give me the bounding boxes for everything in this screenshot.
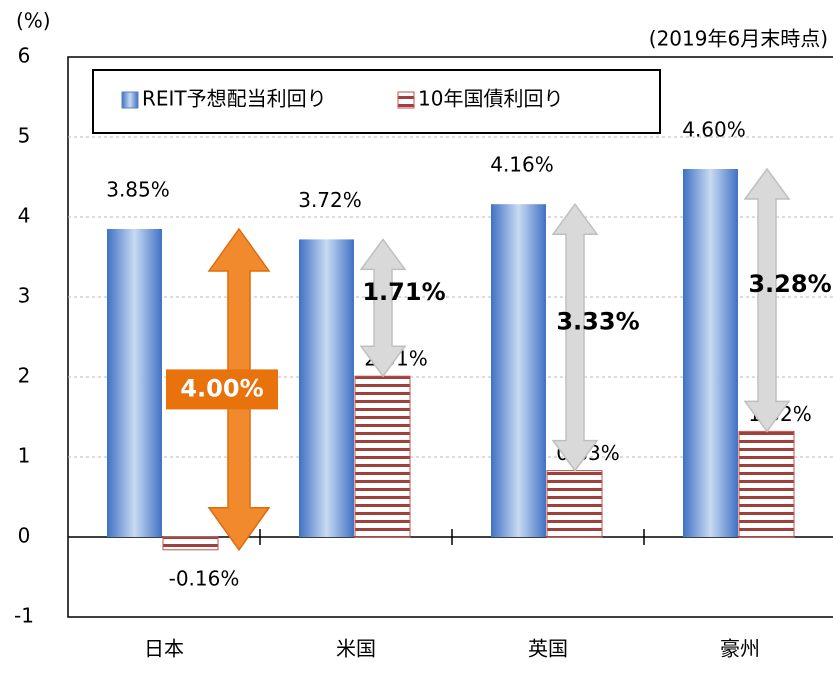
spread-label: 3.28% <box>748 270 831 298</box>
spread-label-box <box>166 369 278 410</box>
y-tick-label: 1 <box>18 444 31 468</box>
data-label: -0.16% <box>169 566 240 590</box>
y-tick-label: 2 <box>18 364 31 388</box>
bar <box>546 470 603 538</box>
bar <box>738 430 795 538</box>
x-tick-label: 日本 <box>144 637 184 661</box>
data-label: 4.60% <box>682 118 746 142</box>
x-tick-label: 米国 <box>336 637 376 661</box>
x-tick-label: 豪州 <box>720 637 760 661</box>
y-tick-label: -1 <box>14 604 34 628</box>
spread-label: 4.00% <box>180 374 263 402</box>
legend-label: REIT予想配当利回り <box>142 87 327 111</box>
spread-label: 3.33% <box>556 307 639 335</box>
y-tick-label: 5 <box>18 124 31 148</box>
bar <box>107 229 162 537</box>
y-tick-label: 4 <box>18 204 31 228</box>
bar <box>299 239 354 537</box>
bar <box>162 536 219 551</box>
data-label: 3.85% <box>106 178 170 202</box>
spread-arrow <box>743 167 791 433</box>
spread-label: 1.71% <box>362 278 445 306</box>
data-label: 4.16% <box>490 153 554 177</box>
legend-swatch <box>397 91 415 109</box>
legend-swatch <box>121 91 139 109</box>
legend-box <box>92 69 661 134</box>
plot-frame <box>67 56 833 618</box>
note: (2019年6月末時点) <box>649 27 828 51</box>
x-tick-label: 英国 <box>528 637 568 661</box>
y-tick-label: 6 <box>18 44 31 68</box>
bar <box>354 375 411 538</box>
data-label: 3.72% <box>298 188 362 212</box>
spread-arrow <box>359 238 407 378</box>
y-axis-label: (%) <box>16 9 51 33</box>
y-tick-label: 0 <box>18 524 31 548</box>
y-tick-label: 3 <box>18 284 31 308</box>
legend-label: 10年国債利回り <box>418 87 563 111</box>
bar <box>683 169 738 537</box>
bar <box>491 204 546 537</box>
spread-arrow <box>551 202 599 472</box>
